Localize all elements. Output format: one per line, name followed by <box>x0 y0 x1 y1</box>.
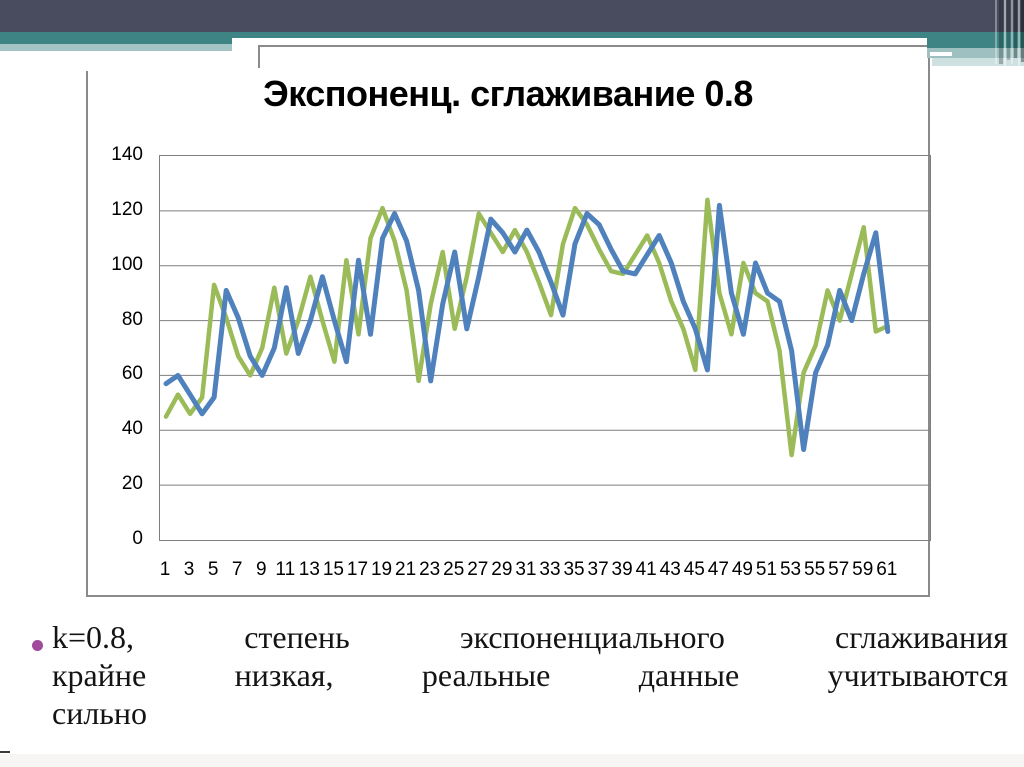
bottom-accent-line <box>0 751 10 753</box>
x-tick-label: 5 <box>207 559 219 580</box>
stripe-decoration <box>1018 0 1020 66</box>
x-tick-label: 37 <box>587 559 609 580</box>
teal-strip <box>0 32 1024 38</box>
x-tick-label: 15 <box>322 559 344 580</box>
chart-canvas: Экспоненц. сглаживание 0.8 0 20 40 60 80 100 1… <box>86 45 931 597</box>
x-tick-label: 47 <box>707 559 729 580</box>
x-tick-label: 21 <box>395 559 417 580</box>
x-tick-label: 1 <box>159 559 171 580</box>
plot-svg <box>160 197 930 486</box>
bullet-marker <box>32 640 43 651</box>
stripe-decoration <box>995 0 997 64</box>
x-tick-label: 41 <box>635 559 657 580</box>
bullet-line-1: k=0.8, степень экспоненциального сглажив… <box>52 619 1008 655</box>
bullet-list: k=0.8, степень экспоненциального сглажив… <box>32 618 1008 732</box>
x-tick-label: 23 <box>419 559 441 580</box>
x-tick-label: 39 <box>611 559 633 580</box>
x-tick-label: 55 <box>804 559 826 580</box>
decoration-dash <box>930 52 952 56</box>
x-tick-label: 29 <box>491 559 513 580</box>
x-tick-label: 25 <box>443 559 465 580</box>
y-tick-label: 120 <box>111 198 143 220</box>
x-tick-label: 31 <box>515 559 537 580</box>
y-tick-label: 100 <box>111 253 143 275</box>
x-tick-label: 43 <box>659 559 681 580</box>
series-actual-line <box>163 197 891 458</box>
y-tick-label: 60 <box>121 363 143 385</box>
teal-block-right-dark <box>927 32 1024 48</box>
stripe-decoration <box>1014 0 1017 58</box>
x-tick-label: 19 <box>370 559 393 580</box>
x-tick-label: 57 <box>828 559 850 580</box>
y-tick-label: 20 <box>121 473 143 495</box>
y-tick-label: 40 <box>121 418 143 440</box>
bullet-line-3: сильно <box>52 695 148 731</box>
x-tick-label: 27 <box>467 559 489 580</box>
teal-block-right-mid <box>927 48 1024 58</box>
x-tick-label: 13 <box>298 559 320 580</box>
y-tick-label: 0 <box>132 528 143 549</box>
x-tick-label: 7 <box>231 559 243 580</box>
top-bar <box>0 0 1024 32</box>
series-smoothed-line <box>163 202 891 452</box>
x-tick-label: 53 <box>779 559 802 580</box>
x-tick-label: 59 <box>852 559 874 580</box>
chart-title: Экспоненц. сглаживание 0.8 <box>263 73 753 114</box>
corner-stub <box>258 45 260 68</box>
teal-block-left-light <box>0 44 232 51</box>
x-tick-label: 51 <box>755 559 778 580</box>
stripe-decoration <box>1004 0 1006 68</box>
stripe-decoration <box>1021 0 1024 62</box>
x-tick-label: 11 <box>275 559 296 580</box>
footer-strip <box>0 754 1024 767</box>
x-tick-label: 45 <box>683 559 705 580</box>
plot-area <box>159 155 931 541</box>
x-tick-label: 33 <box>539 559 561 580</box>
stripe-decoration <box>999 0 1003 64</box>
teal-block-right-pale <box>932 58 1024 66</box>
stripe-decoration <box>1007 0 1010 60</box>
bullet-line-2: крайне низкая, реальные данные учитывают… <box>52 657 1008 693</box>
x-tick-label: 9 <box>255 559 267 580</box>
y-tick-label: 140 <box>111 144 143 165</box>
x-tick-label: 61 <box>876 559 898 580</box>
stripe-decoration <box>1011 0 1013 64</box>
x-tick-label: 49 <box>731 559 753 580</box>
y-tick-label: 80 <box>121 308 143 330</box>
x-tick-label: 35 <box>563 559 585 580</box>
x-tick-label: 17 <box>346 559 369 580</box>
x-tick-label: 3 <box>183 559 195 580</box>
teal-block-left-dark <box>0 38 232 44</box>
